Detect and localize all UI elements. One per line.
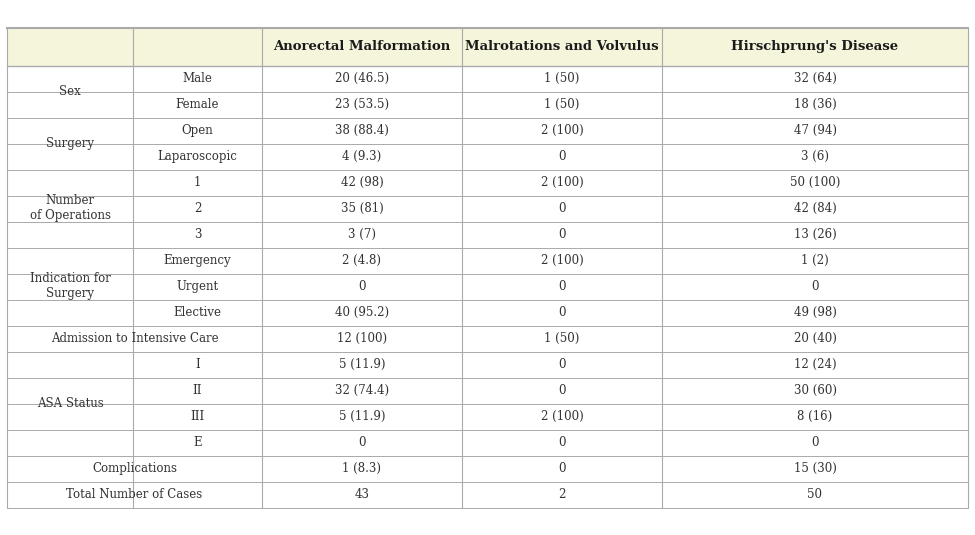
Bar (7, 91, 968, 118)
Bar (7, 300, 968, 325)
Text: 30 (60): 30 (60) (794, 384, 837, 397)
Text: 35 (81): 35 (81) (340, 202, 383, 215)
Text: 5 (11.9): 5 (11.9) (338, 358, 385, 371)
Bar (7, 170, 968, 195)
Text: 0: 0 (559, 462, 566, 475)
Text: Male: Male (182, 72, 213, 85)
Text: Surgery: Surgery (46, 137, 94, 150)
Text: E: E (193, 436, 202, 449)
Bar (7, 430, 968, 455)
Text: 50: 50 (807, 488, 823, 501)
Text: 40 (95.2): 40 (95.2) (335, 306, 389, 319)
Text: 1 (2): 1 (2) (801, 254, 829, 267)
Text: II: II (193, 384, 202, 397)
Text: 0: 0 (559, 228, 566, 241)
Bar (7, 27, 968, 65)
Text: 0: 0 (358, 280, 366, 293)
Text: 2 (4.8): 2 (4.8) (342, 254, 381, 267)
Text: 12 (24): 12 (24) (794, 358, 837, 371)
Text: 0: 0 (559, 384, 566, 397)
Text: 0: 0 (811, 280, 819, 293)
Text: 38 (88.4): 38 (88.4) (335, 124, 389, 137)
Text: 2 (100): 2 (100) (540, 254, 583, 267)
Bar (7, 378, 968, 403)
Text: 1 (50): 1 (50) (544, 72, 580, 85)
Text: I: I (195, 358, 200, 371)
Text: Complications: Complications (92, 462, 177, 475)
Text: 49 (98): 49 (98) (794, 306, 837, 319)
Text: ASA Status: ASA Status (37, 397, 103, 410)
Text: 5 (11.9): 5 (11.9) (338, 410, 385, 423)
Text: 4 (9.3): 4 (9.3) (342, 150, 381, 163)
Bar (7, 455, 968, 482)
Text: 20 (40): 20 (40) (794, 332, 837, 345)
Text: 47 (94): 47 (94) (794, 124, 837, 137)
Text: 8 (16): 8 (16) (798, 410, 833, 423)
Text: 43: 43 (355, 488, 370, 501)
Bar (7, 325, 968, 351)
Text: 0: 0 (811, 436, 819, 449)
Text: Elective: Elective (174, 306, 221, 319)
Bar (7, 65, 968, 91)
Text: 1 (50): 1 (50) (544, 332, 580, 345)
Text: Sex: Sex (59, 85, 81, 98)
Text: 2 (100): 2 (100) (540, 410, 583, 423)
Text: Emergency: Emergency (164, 254, 231, 267)
Text: 0: 0 (559, 150, 566, 163)
Text: 23 (53.5): 23 (53.5) (335, 98, 389, 111)
Text: 12 (100): 12 (100) (337, 332, 387, 345)
Text: 3 (7): 3 (7) (348, 228, 376, 241)
Text: Urgent: Urgent (176, 280, 218, 293)
Bar (7, 195, 968, 221)
Text: 0: 0 (358, 436, 366, 449)
Text: 15 (30): 15 (30) (794, 462, 837, 475)
Text: 1: 1 (194, 176, 201, 189)
Text: 42 (98): 42 (98) (340, 176, 383, 189)
Text: 0: 0 (559, 358, 566, 371)
Text: 0: 0 (559, 306, 566, 319)
Text: 0: 0 (559, 280, 566, 293)
Text: 32 (64): 32 (64) (794, 72, 837, 85)
Text: 20 (46.5): 20 (46.5) (335, 72, 389, 85)
Text: III: III (190, 410, 205, 423)
Text: Malrotations and Volvulus: Malrotations and Volvulus (465, 40, 659, 53)
Text: 2: 2 (559, 488, 566, 501)
Text: Female: Female (176, 98, 219, 111)
Bar (7, 248, 968, 273)
Text: 2 (100): 2 (100) (540, 176, 583, 189)
Text: 2: 2 (194, 202, 201, 215)
Bar (7, 273, 968, 300)
Bar (7, 482, 968, 508)
Bar (7, 221, 968, 248)
Text: Hirschprung's Disease: Hirschprung's Disease (731, 40, 899, 53)
Text: Admission to Intensive Care: Admission to Intensive Care (51, 332, 218, 345)
Text: 0: 0 (559, 436, 566, 449)
Text: 2 (100): 2 (100) (540, 124, 583, 137)
Text: 42 (84): 42 (84) (794, 202, 837, 215)
Text: Number
of Operations: Number of Operations (29, 195, 110, 223)
Text: 0: 0 (559, 202, 566, 215)
Text: Indication for
Surgery: Indication for Surgery (29, 272, 110, 301)
Text: Open: Open (181, 124, 214, 137)
Text: 13 (26): 13 (26) (794, 228, 837, 241)
Bar (7, 118, 968, 143)
Text: 3 (6): 3 (6) (801, 150, 829, 163)
Text: Anorectal Malformation: Anorectal Malformation (273, 40, 450, 53)
Bar (7, 403, 968, 430)
Text: 1 (8.3): 1 (8.3) (342, 462, 381, 475)
Text: Total Number of Cases: Total Number of Cases (66, 488, 203, 501)
Text: Laparoscopic: Laparoscopic (158, 150, 238, 163)
Text: 50 (100): 50 (100) (790, 176, 840, 189)
Text: 3: 3 (194, 228, 201, 241)
Bar (7, 351, 968, 378)
Text: 1 (50): 1 (50) (544, 98, 580, 111)
Text: 18 (36): 18 (36) (794, 98, 837, 111)
Bar (7, 143, 968, 170)
Text: 32 (74.4): 32 (74.4) (335, 384, 389, 397)
